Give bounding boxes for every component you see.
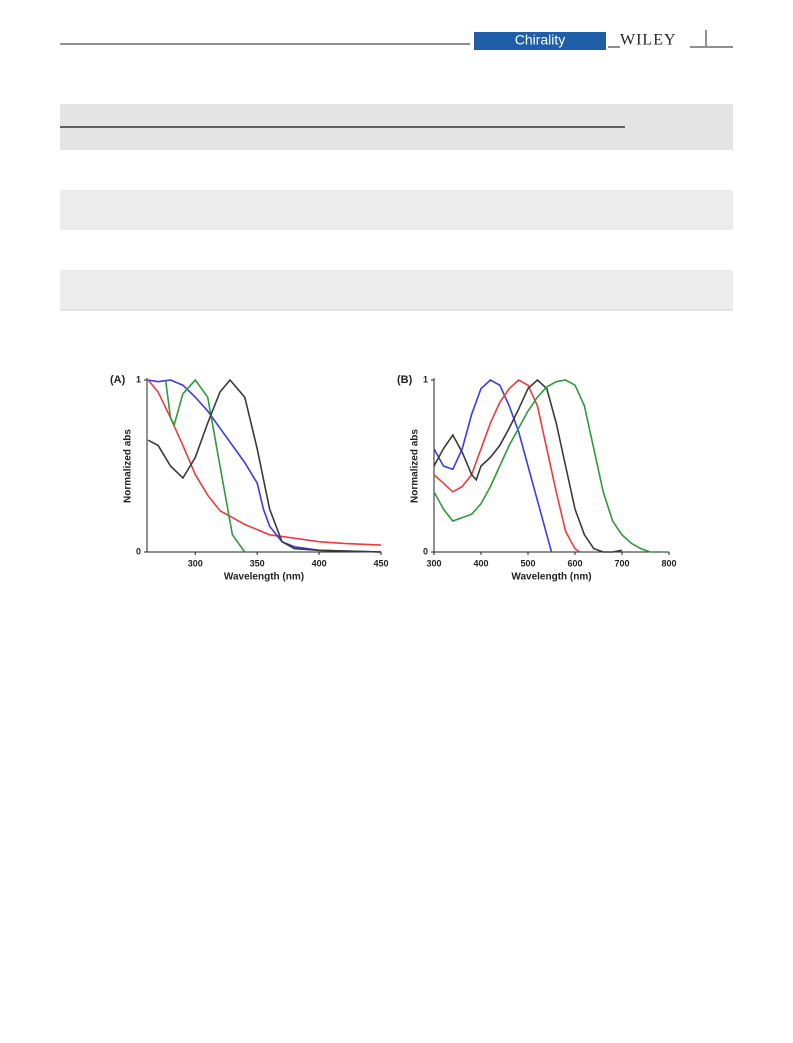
x-tick-label: 700 [614, 558, 629, 568]
data-line [148, 379, 382, 553]
y-tick-label: 0 [423, 546, 428, 556]
journal-name: Chirality [515, 32, 566, 48]
y-tick-label: 1 [423, 374, 428, 384]
table-band [60, 190, 733, 230]
y-tick-label: 1 [136, 374, 141, 384]
data-line [433, 379, 553, 553]
x-tick-label: 300 [426, 558, 441, 568]
x-tick-label: 450 [373, 558, 388, 568]
y-tick-label: 0 [136, 546, 141, 556]
x-tick-label: 400 [473, 558, 488, 568]
x-tick-label: 400 [312, 558, 327, 568]
x-tick-label: 500 [520, 558, 535, 568]
data-line [147, 378, 382, 553]
y-axis-label: Normalized abs [410, 429, 421, 503]
data-line [433, 378, 623, 553]
x-axis-label: Wavelength (nm) [511, 572, 591, 583]
x-tick-label: 800 [661, 558, 676, 568]
x-tick-label: 300 [188, 558, 203, 568]
y-axis-label: Normalized abs [123, 429, 134, 503]
publisher-name: WILEY [620, 32, 677, 49]
data-line [433, 379, 660, 553]
table-band [60, 270, 733, 310]
data-line [433, 379, 581, 553]
panel-label: (A) [110, 374, 126, 386]
x-tick-label: 600 [567, 558, 582, 568]
data-line [147, 379, 382, 546]
data-line [164, 378, 246, 553]
x-axis-label: Wavelength (nm) [224, 572, 304, 583]
panel-label: (B) [397, 374, 413, 386]
journal-box [474, 32, 606, 50]
x-tick-label: 350 [250, 558, 265, 568]
